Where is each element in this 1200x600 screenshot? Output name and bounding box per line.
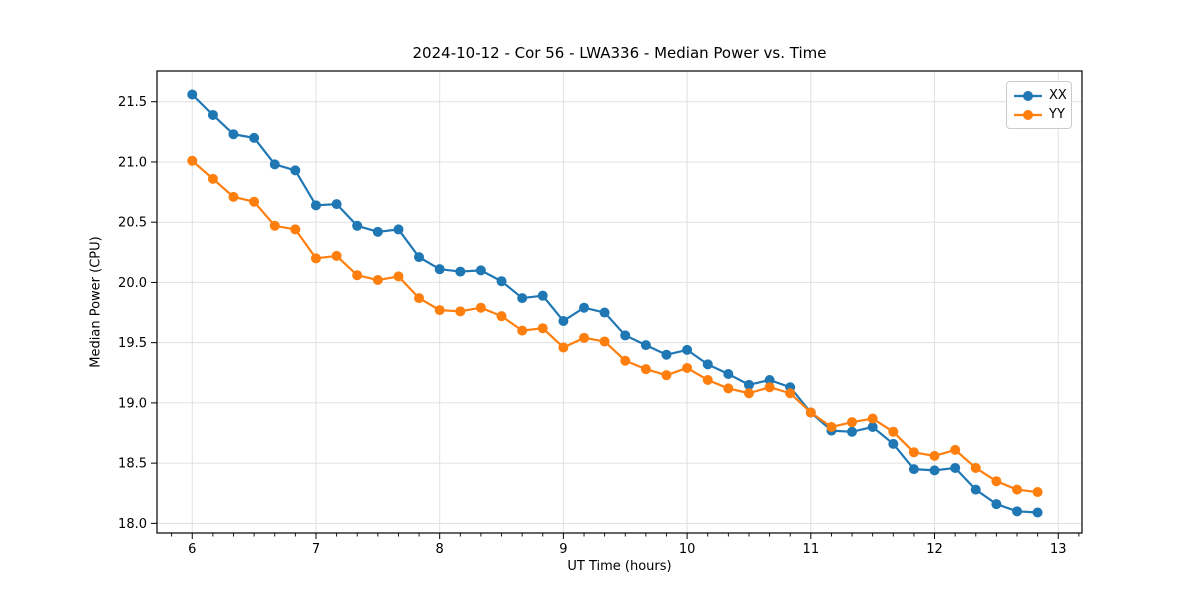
svg-text:18.0: 18.0 [118,517,147,532]
svg-text:21.0: 21.0 [118,155,147,170]
svg-text:13: 13 [1050,542,1067,557]
x-axis-label: UT Time (hours) [567,559,672,574]
legend-entry-yy: YY [1013,105,1065,124]
svg-text:20.0: 20.0 [118,276,147,291]
series-xx [187,89,1043,518]
legend-line-marker-icon [1014,90,1042,101]
legend-line-marker-icon [1014,109,1042,120]
legend-label: YY [1049,107,1065,122]
svg-text:7: 7 [312,542,320,557]
y-axis-label: Median Power (CPU) [88,236,104,368]
svg-text:6: 6 [188,542,196,557]
axes-spines [156,70,1083,534]
svg-text:21.5: 21.5 [118,95,147,110]
x-axis-ticks: 6 7 8 9 10 11 12 13 [188,533,1067,557]
legend-entry-xx: XX [1013,86,1067,105]
series-yy [187,155,1043,498]
svg-text:9: 9 [559,542,567,557]
svg-text:19.0: 19.0 [118,396,147,411]
svg-text:20.5: 20.5 [118,216,147,231]
legend: XX YY [1006,81,1072,129]
y-axis-ticks: 18.0 18.5 19.0 19.5 20.0 20.5 21.0 21.5 [118,95,157,532]
svg-text:10: 10 [679,542,696,557]
legend-label: XX [1049,88,1067,103]
svg-text:18.5: 18.5 [118,457,147,472]
svg-text:11: 11 [803,542,820,557]
grid-lines [157,71,1082,533]
svg-text:12: 12 [926,542,943,557]
svg-text:19.5: 19.5 [118,336,147,351]
chart-title: 2024-10-12 - Cor 56 - LWA336 - Median Po… [412,44,827,62]
svg-text:8: 8 [436,542,444,557]
